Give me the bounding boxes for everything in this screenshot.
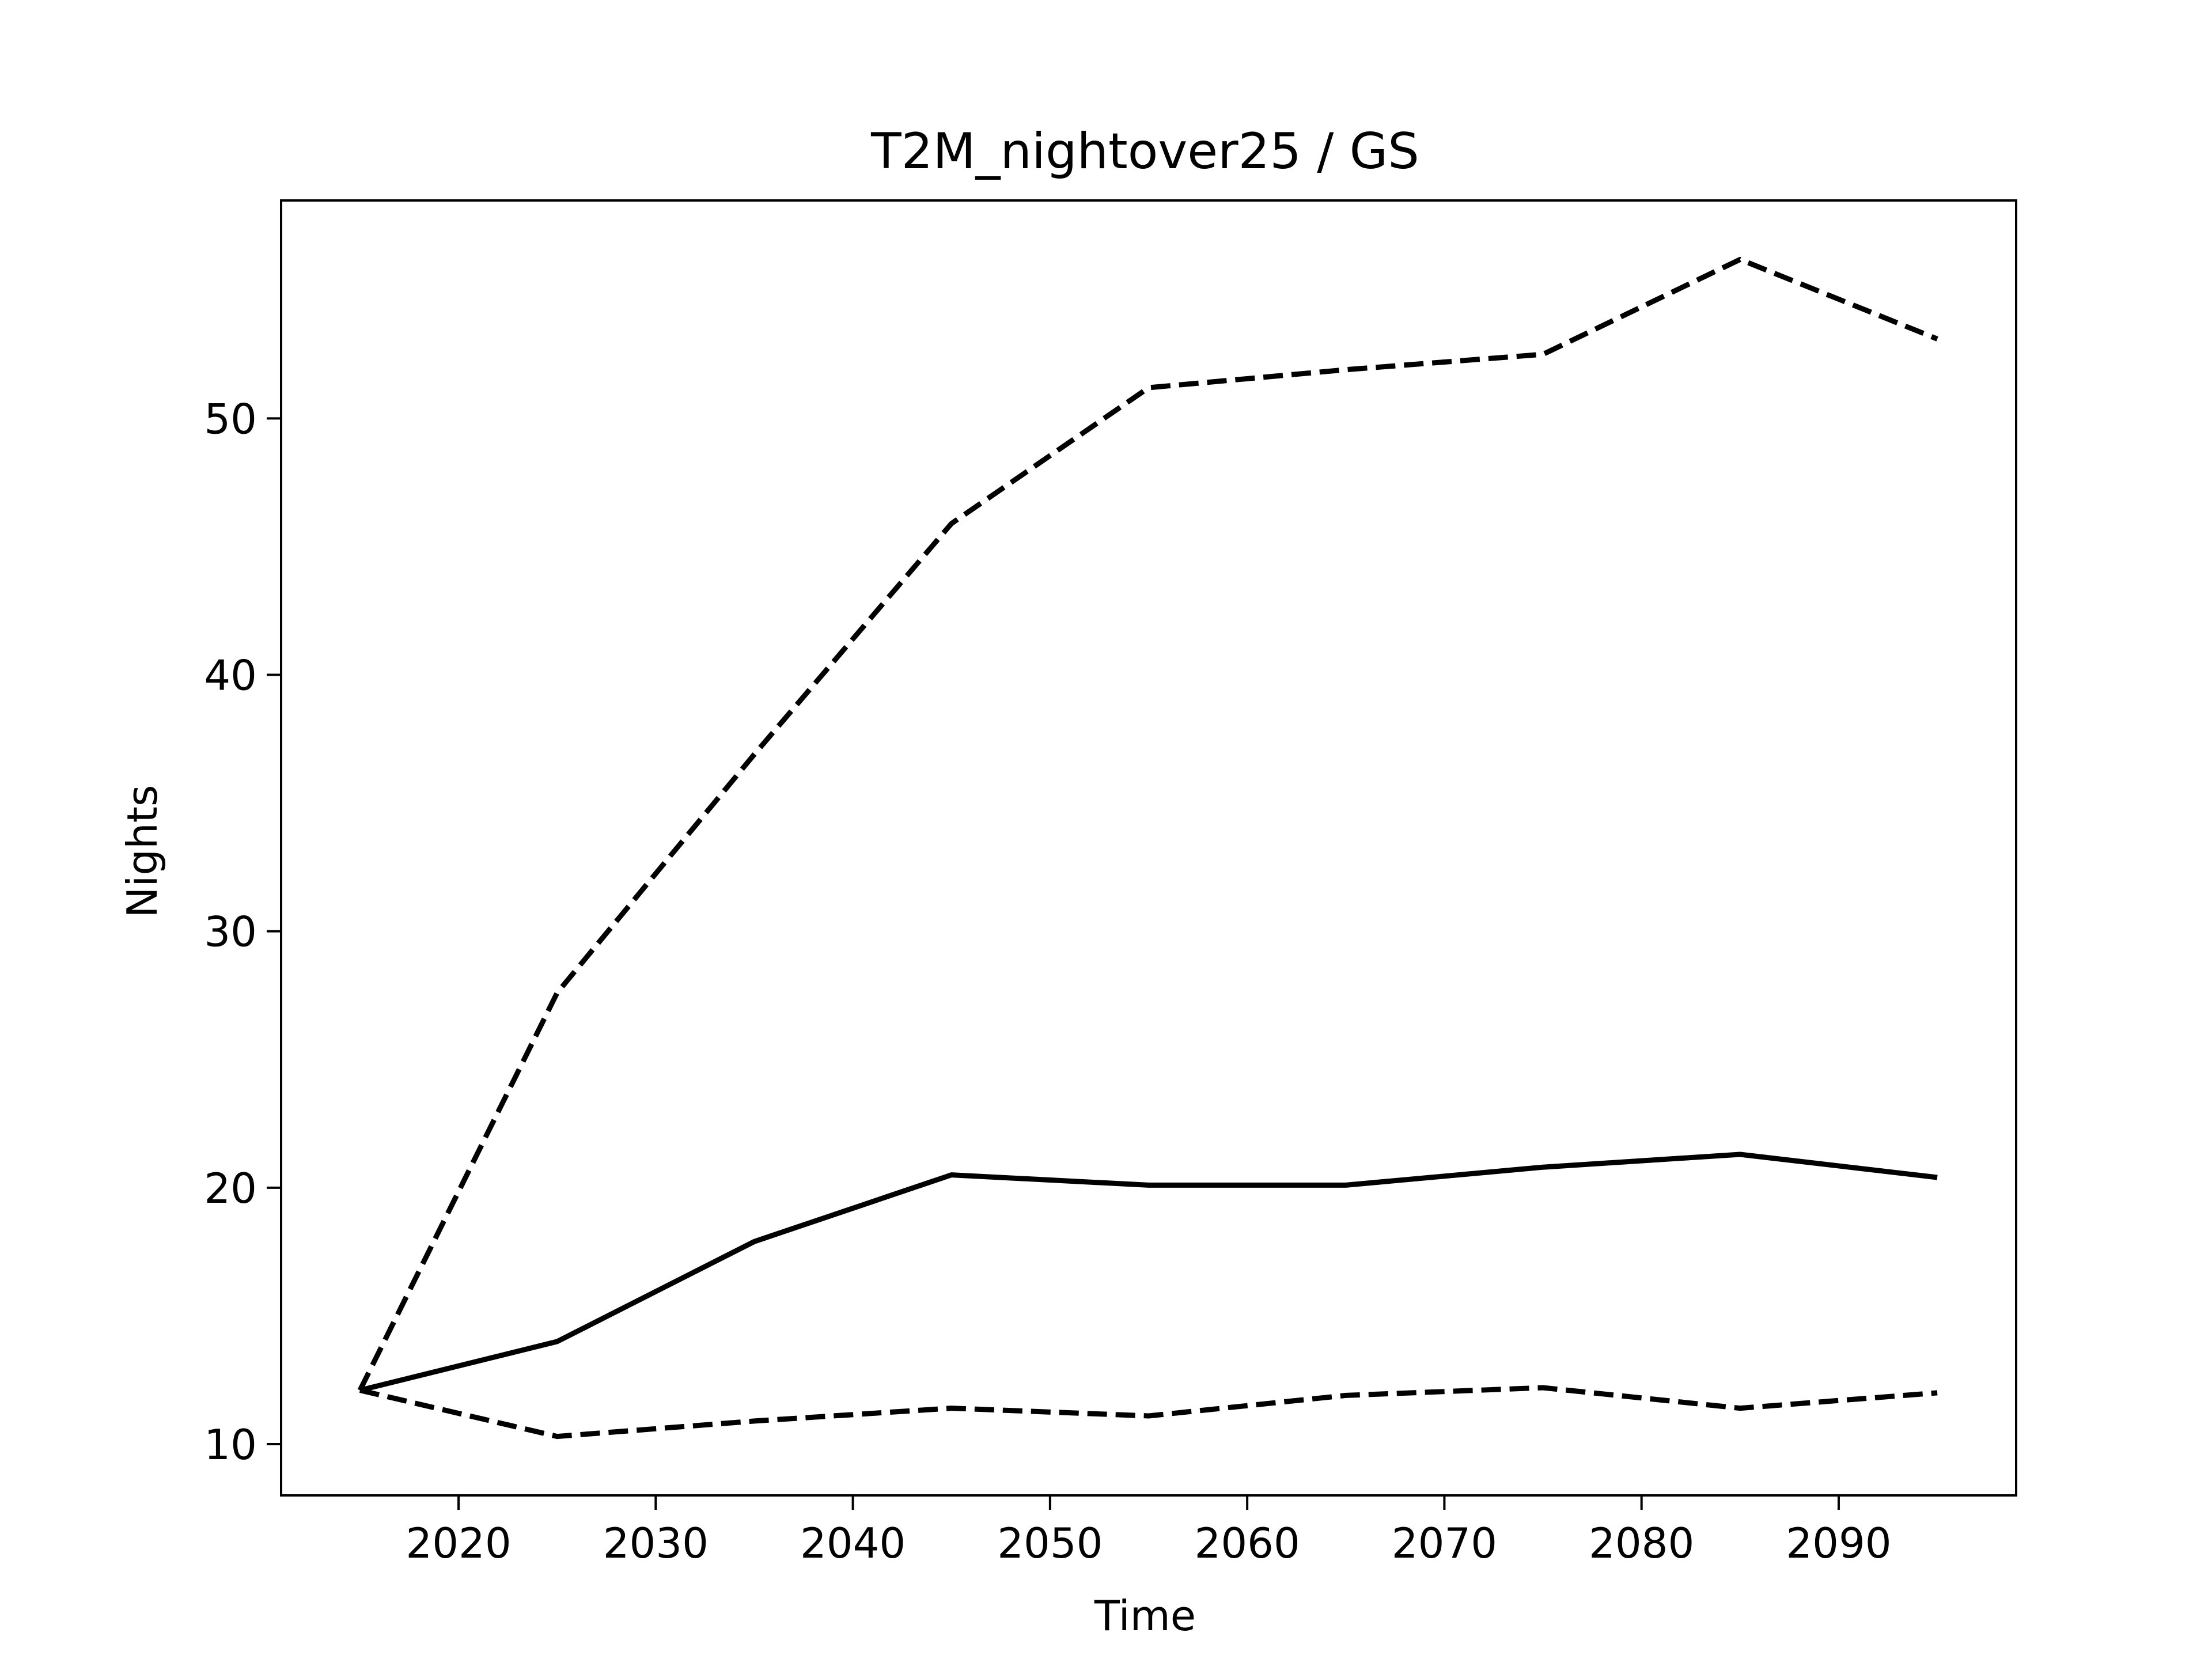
y-tick-label: 10 (204, 1421, 257, 1469)
y-tick-label: 20 (204, 1164, 257, 1213)
y-tick-label: 30 (204, 908, 257, 956)
y-tick-label: 40 (204, 652, 257, 700)
series-line-3 (359, 1385, 1938, 1440)
series-line-1 (357, 256, 1938, 1392)
x-tick-label: 2050 (997, 1519, 1103, 1567)
y-tick-label: 50 (204, 395, 257, 443)
x-tick-label: 2060 (1195, 1519, 1300, 1567)
axes-layer: 2020 2030 2040 2050 2060 2070 2080 209010203040… (204, 199, 2017, 1567)
series-layer (357, 256, 1938, 1440)
plot-frame (280, 199, 2017, 1497)
y-axis-label: Nights (118, 785, 166, 918)
x-tick-label: 2080 (1589, 1519, 1694, 1567)
x-tick-label: 2090 (1786, 1519, 1891, 1567)
x-tick-label: 2070 (1392, 1519, 1497, 1567)
series-line-2 (359, 1152, 1938, 1393)
x-tick-label: 2040 (800, 1519, 906, 1567)
x-tick-label: 2030 (603, 1519, 709, 1567)
x-axis-label: Time (1094, 1592, 1196, 1640)
x-tick-label: 2020 (406, 1519, 511, 1567)
chart-title: T2M_nightover25 / GS (870, 123, 1419, 180)
